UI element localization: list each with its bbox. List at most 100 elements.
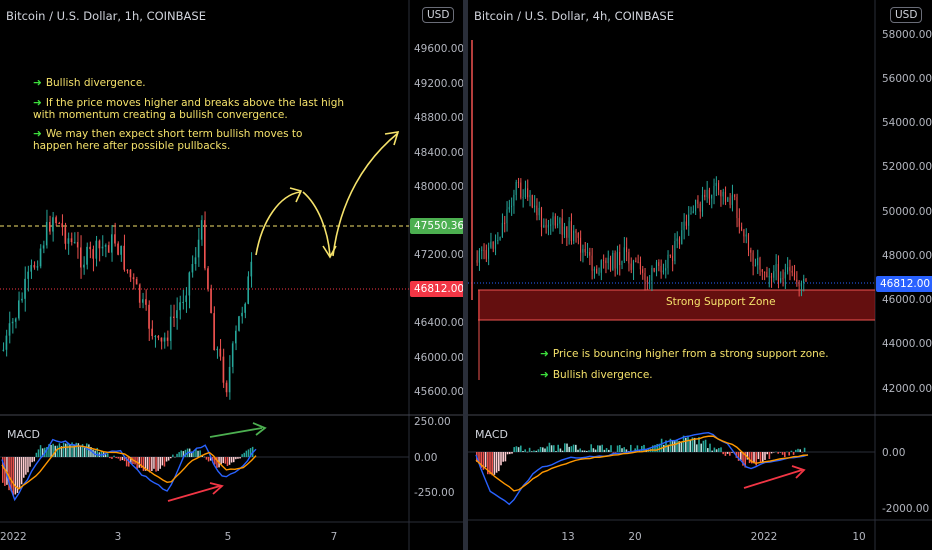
macd-bar xyxy=(685,437,687,452)
candle xyxy=(64,227,67,244)
candle xyxy=(775,264,777,272)
macd-bar xyxy=(4,457,6,486)
macd-bar xyxy=(784,452,786,458)
macd-bar xyxy=(586,450,588,452)
chart-panel-4h[interactable]: 58000.00 56000.00 54000.00 52000.00 50000.00… xyxy=(468,0,932,550)
price-tick-label: 42000.00 xyxy=(882,383,932,395)
chart-canvas-1h[interactable]: 49600.00 49200.00 48800.00 48400.00 48000.00… xyxy=(0,0,463,550)
macd-bar xyxy=(207,457,210,462)
macd-bar xyxy=(513,447,515,452)
macd-tick-label: 0.00 xyxy=(414,452,437,464)
macd-label: MACD xyxy=(7,428,40,441)
macd-line xyxy=(1,438,257,502)
panel-divider xyxy=(463,0,468,550)
candle xyxy=(213,313,215,351)
support-zone-label: Strong Support Zone xyxy=(666,296,776,308)
candle xyxy=(662,270,664,273)
candle xyxy=(244,303,246,313)
candle xyxy=(176,310,178,319)
candle xyxy=(216,348,218,351)
macd-line xyxy=(475,432,809,506)
macd-bar xyxy=(88,444,90,457)
macd-bar xyxy=(222,457,224,464)
candle xyxy=(135,279,138,285)
macd-bar xyxy=(39,445,42,457)
candle xyxy=(154,335,156,337)
candle xyxy=(508,207,510,210)
macd-bar xyxy=(722,452,724,455)
macd-bar xyxy=(678,441,680,452)
candle xyxy=(117,243,119,255)
macd-bar xyxy=(737,452,740,461)
macd-bar xyxy=(572,444,575,452)
macd-bar xyxy=(149,457,151,473)
macd-bar xyxy=(636,445,639,452)
macd-bar xyxy=(726,452,729,454)
candle xyxy=(729,197,731,205)
macd-bar xyxy=(123,457,126,462)
macd-bar xyxy=(777,452,779,454)
candle xyxy=(591,255,593,271)
macd-bar xyxy=(228,457,231,465)
candle xyxy=(701,194,703,212)
candle xyxy=(688,214,690,226)
note-expectation: ➜ We may then expect short term bullish m… xyxy=(33,128,303,152)
chart-panel-1h[interactable]: 49600.00 49200.00 48800.00 48400.00 48000.00… xyxy=(0,0,463,550)
macd-bar xyxy=(52,443,54,457)
macd-bar xyxy=(603,449,606,452)
candle xyxy=(173,316,175,319)
macd-bar xyxy=(480,452,482,468)
candle xyxy=(713,185,715,195)
candle xyxy=(524,188,526,197)
candle xyxy=(497,240,499,242)
macd-bar xyxy=(557,444,559,452)
macd-bar xyxy=(581,450,584,452)
candle xyxy=(148,304,150,329)
macd-bar xyxy=(146,457,149,471)
candle xyxy=(545,225,547,228)
macd-bar xyxy=(20,457,23,485)
candle xyxy=(586,251,588,253)
price-tick-label: 48800.00 xyxy=(414,112,463,124)
candle xyxy=(715,182,717,186)
signal-line xyxy=(1,445,257,490)
candle xyxy=(114,234,116,244)
macd-bar xyxy=(37,449,40,457)
macd-bar xyxy=(90,447,92,457)
price-tick-label: 54000.00 xyxy=(882,117,932,129)
macd-bar xyxy=(671,440,674,452)
candle xyxy=(773,271,775,278)
candle xyxy=(566,226,568,238)
macd-bar xyxy=(214,457,216,465)
bearish-low-arrow xyxy=(743,469,803,489)
macd-bar xyxy=(704,439,707,452)
macd-bar xyxy=(663,444,665,452)
macd-bar xyxy=(764,452,766,460)
macd-bar xyxy=(71,442,73,457)
macd-bar xyxy=(790,450,793,452)
candle xyxy=(727,197,729,202)
macd-bar xyxy=(546,446,548,452)
candle xyxy=(796,279,798,282)
currency-badge[interactable]: USD xyxy=(422,7,455,23)
candle xyxy=(207,268,209,289)
macd-bar xyxy=(33,457,35,462)
candle xyxy=(706,189,708,198)
candle xyxy=(188,272,191,296)
macd-bar xyxy=(193,451,195,457)
macd-bar xyxy=(191,451,193,457)
macd-bar xyxy=(575,444,577,452)
candle xyxy=(770,276,772,278)
macd-bar xyxy=(195,448,197,457)
currency-badge[interactable]: USD xyxy=(890,7,923,23)
macd-bar xyxy=(493,452,496,475)
macd-bar xyxy=(159,457,161,469)
candle xyxy=(766,271,768,278)
candle xyxy=(741,226,742,231)
candle xyxy=(550,224,552,226)
candle xyxy=(747,234,749,250)
macd-bar xyxy=(608,449,610,452)
candle xyxy=(45,222,48,246)
chart-canvas-4h[interactable]: 58000.00 56000.00 54000.00 52000.00 50000.00… xyxy=(468,0,932,550)
candle xyxy=(179,302,181,311)
